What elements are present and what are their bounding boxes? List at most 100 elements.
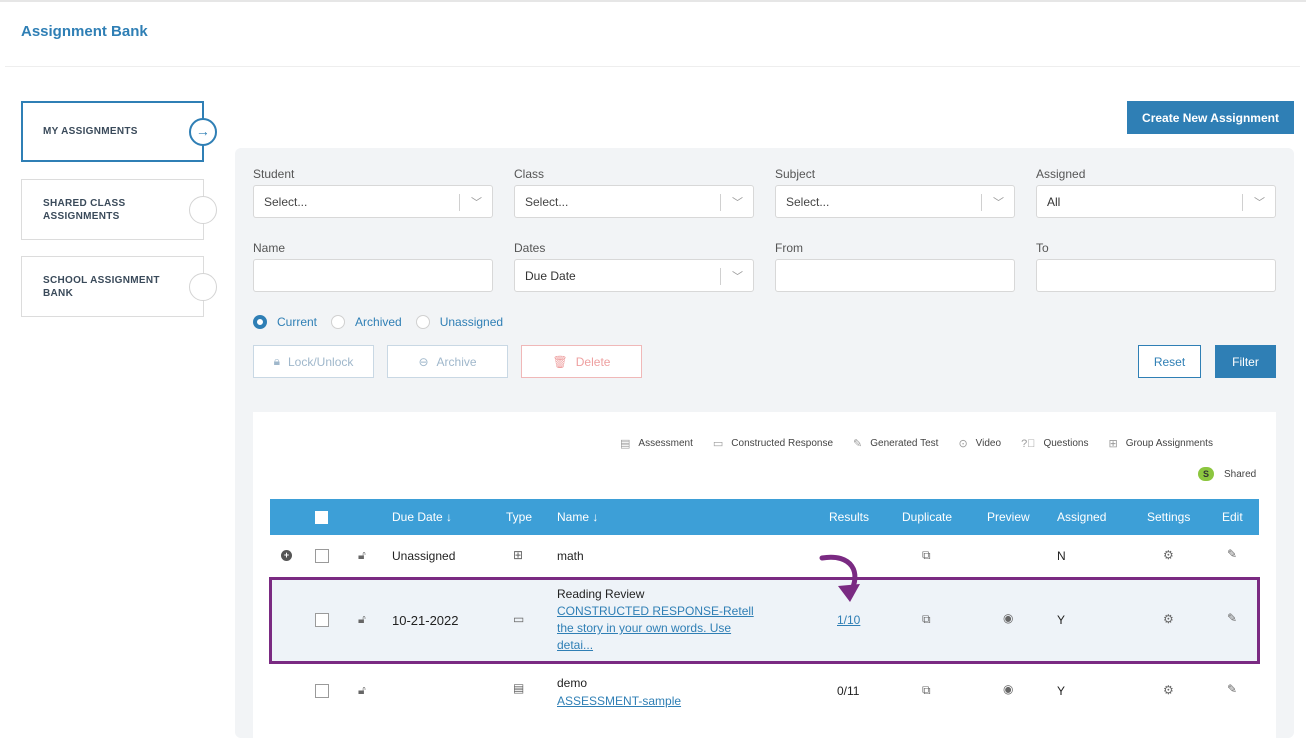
header-preview: Preview (987, 510, 1030, 524)
sidebar-item-label: MY ASSIGNMENTS (43, 126, 138, 137)
row-checkbox[interactable] (315, 549, 329, 563)
class-select[interactable]: Select... ﹀ (514, 185, 754, 218)
legend-video: Video (975, 438, 1002, 449)
create-new-assignment-button[interactable]: Create New Assignment (1127, 101, 1294, 134)
radio-archived[interactable] (331, 315, 346, 329)
name-input[interactable] (253, 259, 493, 292)
subject-select[interactable]: Select... ﹀ (775, 185, 1015, 218)
legend-generated-test: Generated Test (870, 438, 939, 449)
arrow-right-icon: → (189, 117, 217, 146)
circle-indicator-icon (189, 272, 217, 301)
row-results-link[interactable]: 1/10 (837, 613, 861, 627)
header-edit: Edit (1222, 510, 1243, 524)
expand-plus-icon[interactable]: + (281, 550, 292, 561)
student-select-value: Select... (264, 194, 308, 209)
edit-pencil-icon[interactable]: ✎ (1227, 611, 1238, 625)
settings-gear-icon[interactable]: ⚙︎ (1163, 548, 1174, 562)
row-assignment-link-line2[interactable]: the story in your own words. Use (557, 621, 732, 635)
delete-label: Delete (575, 354, 611, 369)
radio-unassigned[interactable] (415, 315, 430, 329)
student-label: Student (253, 167, 295, 181)
select-all-checkbox[interactable] (315, 511, 328, 524)
select-divider (1242, 194, 1243, 211)
row-assigned: Y (1057, 613, 1066, 627)
select-divider (720, 268, 721, 285)
duplicate-icon[interactable]: ⧉ (922, 683, 931, 697)
row-assignment-link[interactable]: CONSTRUCTED RESPONSE-Retell (557, 604, 754, 618)
edit-icon[interactable]: ✎ (1227, 547, 1238, 561)
duplicate-icon[interactable]: ⧉ (922, 612, 931, 626)
chevron-down-icon: ﹀ (471, 197, 482, 209)
settings-gear-icon[interactable]: ⚙︎ (1163, 612, 1174, 626)
chevron-down-icon: ﹀ (732, 197, 743, 209)
chevron-down-icon: ﹀ (1254, 197, 1265, 209)
assessment-icon: ▤ (513, 681, 525, 695)
header-name[interactable]: Name ↓ (557, 510, 599, 524)
top-border (0, 0, 1306, 2)
radio-current-label[interactable]: Current (277, 315, 318, 329)
to-date-input[interactable] (1036, 259, 1276, 292)
assignments-table-card (253, 412, 1276, 738)
unlock-icon[interactable]: 🔓︎ (358, 612, 366, 626)
unlock-icon[interactable]: 🔓︎ (358, 683, 366, 697)
radio-current[interactable] (253, 315, 267, 329)
select-divider (981, 194, 982, 211)
assigned-select[interactable]: All ﹀ (1036, 185, 1276, 218)
video-icon: ⊙ (958, 438, 968, 450)
sidebar-item-shared-class-assignments[interactable]: SHARED CLASS ASSIGNMENTS (21, 179, 217, 240)
table-row-highlighted: 🔓︎ 10-21-2022 ▭ Reading Review CONSTRUCT… (270, 580, 1259, 661)
row-checkbox[interactable] (315, 613, 329, 627)
group-assignments-icon: ⊞ (513, 548, 524, 562)
lock-icon: 🔒︎ (273, 354, 280, 368)
legend-group-assignments: Group Assignments (1125, 438, 1213, 449)
preview-eye-icon[interactable]: ◉ (1003, 682, 1014, 696)
row-name: demo (557, 676, 588, 690)
filter-button[interactable]: Filter (1215, 345, 1276, 378)
row-assignment-link[interactable]: ASSESSMENT-sample (557, 694, 682, 708)
header-results: Results (829, 510, 870, 524)
radio-archived-label[interactable]: Archived (355, 315, 402, 329)
trash-icon: 🗑︎ (552, 354, 568, 369)
student-select[interactable]: Select... ﹀ (253, 185, 493, 218)
row-due-date: Unassigned (392, 549, 456, 563)
type-legend: ▤ Assessment ▭ Constructed Response ✎ Gener… (620, 437, 1213, 451)
row-checkbox[interactable] (315, 684, 329, 698)
sidebar-item-label: SCHOOL ASSIGNMENT BANK (43, 274, 160, 299)
legend-assessment: Assessment (638, 438, 693, 449)
row-results: 0/11 (837, 684, 860, 698)
select-divider (459, 194, 460, 211)
page-title: Assignment Bank (21, 23, 148, 40)
class-label: Class (514, 167, 545, 181)
delete-button[interactable]: 🗑︎ Delete (521, 345, 642, 378)
sidebar-item-label: SHARED CLASS ASSIGNMENTS (43, 197, 126, 222)
row-name: Reading Review (557, 587, 645, 601)
header-type: Type (506, 510, 533, 524)
archive-label: Archive (436, 354, 477, 369)
sidebar-item-school-assignment-bank[interactable]: SCHOOL ASSIGNMENT BANK (21, 256, 217, 317)
from-date-input[interactable] (775, 259, 1015, 292)
radio-unassigned-label[interactable]: Unassigned (439, 315, 504, 329)
settings-gear-icon[interactable]: ⚙︎ (1163, 683, 1174, 697)
subject-label: Subject (775, 167, 816, 181)
table-row: + 🔓︎ Unassigned ⊞ math ⧉ N ⚙︎ ✎ (270, 536, 1259, 576)
dates-select[interactable]: Due Date ﹀ (514, 259, 754, 292)
unlock-icon[interactable]: 🔓︎ (358, 548, 366, 562)
row-assignment-link-line3[interactable]: detai... (557, 638, 594, 652)
lock-unlock-button[interactable]: 🔒︎ Lock/Unlock (253, 345, 374, 378)
edit-pencil-icon[interactable]: ✎ (1227, 682, 1238, 696)
row-assigned: Y (1057, 684, 1066, 698)
archive-button[interactable]: ⊖ Archive (387, 345, 508, 378)
assigned-select-value: All (1047, 194, 1061, 209)
archive-icon: ⊖ (418, 354, 429, 369)
preview-eye-icon[interactable]: ◉ (1003, 611, 1014, 625)
header-due-date[interactable]: Due Date ↓ (392, 510, 453, 524)
questions-icon: ?⃝ (1021, 437, 1036, 450)
class-select-value: Select... (525, 194, 569, 209)
group-assignments-icon: ⊞ (1108, 438, 1118, 450)
assigned-label: Assigned (1036, 167, 1086, 181)
duplicate-icon[interactable]: ⧉ (922, 548, 931, 562)
reset-button[interactable]: Reset (1138, 345, 1201, 378)
sidebar-item-my-assignments[interactable]: MY ASSIGNMENTS → (21, 101, 217, 162)
row-assigned: N (1057, 549, 1066, 563)
status-radio-group: Current Archived Unassigned (253, 315, 517, 329)
